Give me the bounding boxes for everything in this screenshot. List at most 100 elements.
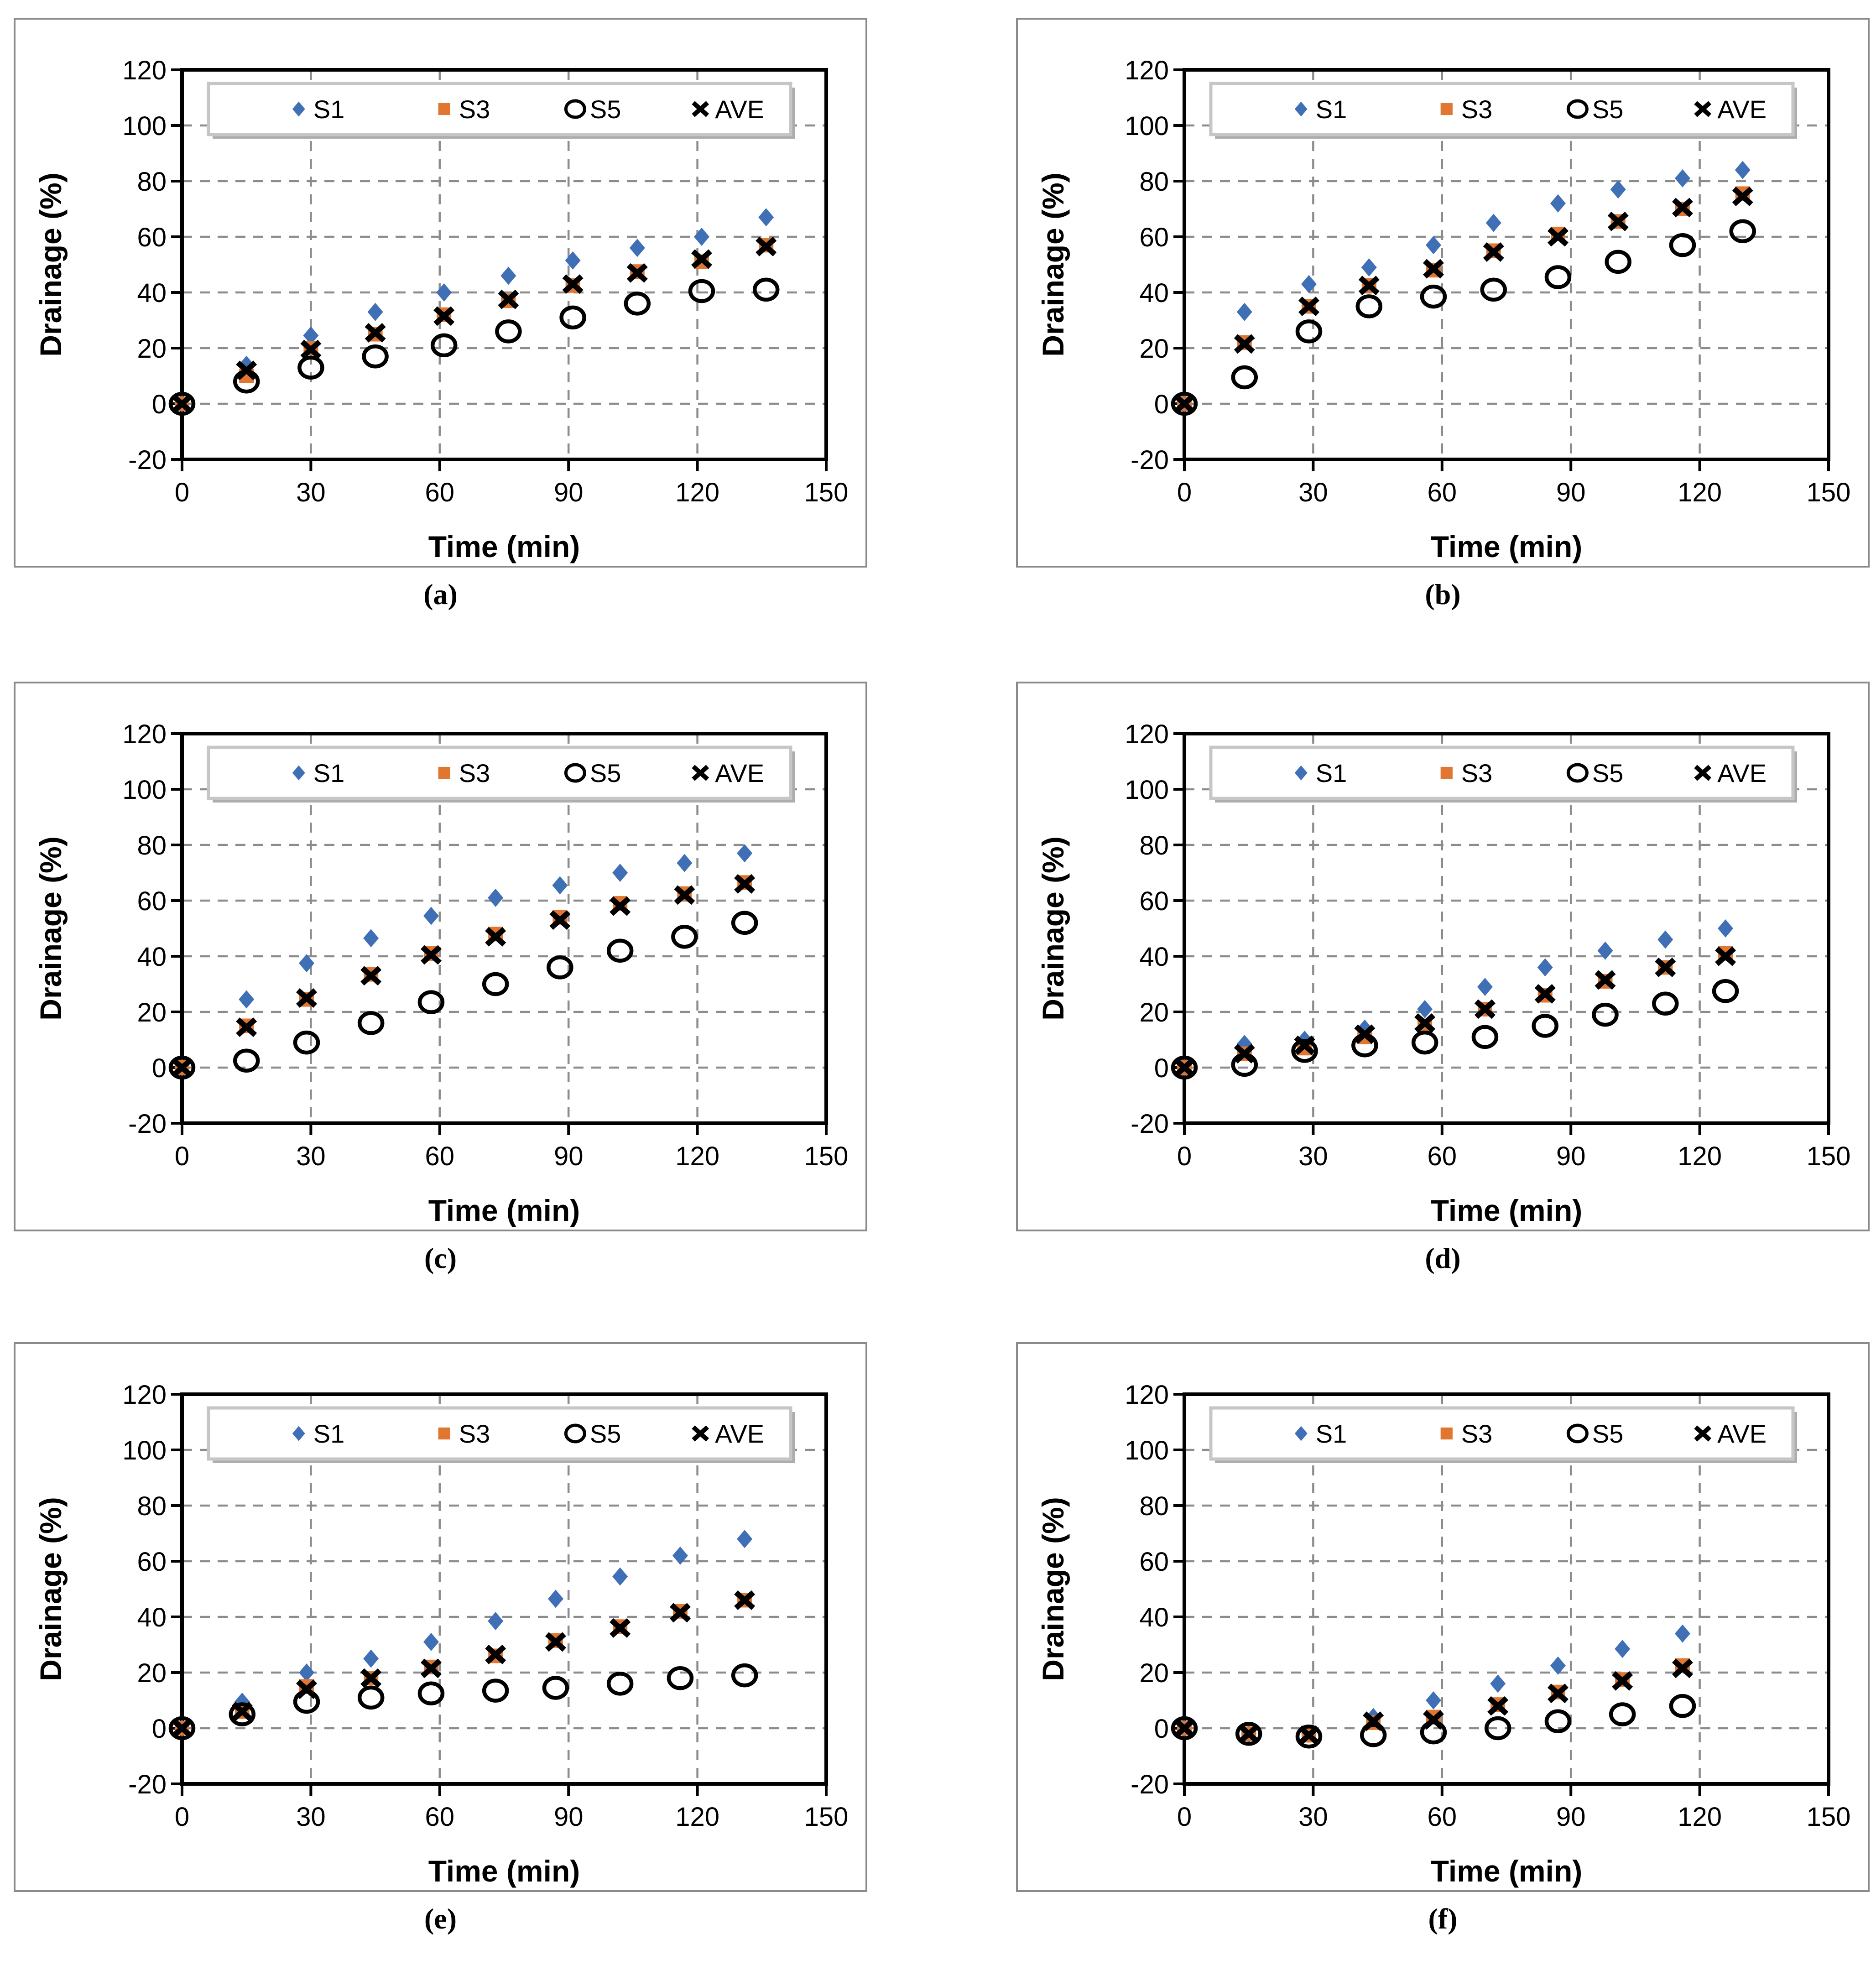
x-tick-label: 90 <box>1556 1802 1586 1832</box>
circle-marker <box>495 319 522 344</box>
x-tick-label: 30 <box>296 1802 326 1832</box>
legend-item-AVE: AVE <box>1694 95 1767 124</box>
legend-label: S3 <box>1461 759 1493 787</box>
x-axis: 0 30 60 90 120 150 <box>1177 1784 1850 1832</box>
chart-canvas-c: -20 0 20 40 60 80 100 120 0 30 60 90 120 150 Drainage … <box>34 719 849 1227</box>
y-tick-label: 60 <box>1139 223 1169 252</box>
diamond-marker <box>1294 1426 1308 1441</box>
legend-item-S5: S5 <box>1566 1419 1623 1448</box>
legend-item-S3: S3 <box>1440 95 1492 124</box>
circle-marker <box>1171 1055 1198 1080</box>
diamond-marker <box>436 283 452 302</box>
x-tick-label: 120 <box>1678 478 1722 507</box>
legend-label: S3 <box>459 759 490 787</box>
x-marker <box>1354 1024 1376 1044</box>
x-marker <box>1694 765 1712 781</box>
diamond-marker <box>1485 214 1501 232</box>
x-tick-label: 120 <box>675 478 719 507</box>
y-tick-label: 60 <box>137 223 167 252</box>
y-tick-label: 80 <box>137 831 167 860</box>
x-marker <box>1483 242 1504 262</box>
circle-marker <box>1235 1721 1262 1746</box>
x-marker <box>549 910 571 930</box>
y-tick-label: 120 <box>122 1380 167 1410</box>
x-tick-label: 120 <box>1678 1141 1722 1171</box>
y-tick-label: 40 <box>137 1603 167 1632</box>
y-tick-label: 80 <box>137 1491 167 1521</box>
x-tick-label: 60 <box>1428 478 1457 507</box>
x-tick-label: 60 <box>1428 1141 1457 1171</box>
diamond-marker <box>1550 194 1566 213</box>
y-axis: -20 0 20 40 60 80 100 120 <box>1125 1380 1184 1799</box>
legend: S1 S3 S5 AVE <box>1209 1406 1797 1463</box>
y-tick-label: -20 <box>128 1109 167 1139</box>
x-tick-label: 150 <box>804 1141 849 1171</box>
x-tick-label: 30 <box>296 1141 326 1171</box>
plot-border <box>1183 732 1830 1125</box>
legend-box <box>207 745 792 800</box>
diamond-marker <box>677 854 693 872</box>
diamond-marker <box>292 1426 305 1441</box>
x-marker <box>1655 957 1676 977</box>
series-S3 <box>175 1593 752 1736</box>
diamond-marker <box>1236 302 1252 321</box>
y-tick-label: 20 <box>137 1658 167 1688</box>
legend-item-S5: S5 <box>1566 759 1623 787</box>
diamond-marker <box>629 239 645 257</box>
series-S3 <box>1177 946 1733 1075</box>
y-tick-label: 120 <box>1125 719 1169 749</box>
x-marker <box>1612 1671 1633 1691</box>
x-tick-label: 60 <box>425 1141 455 1171</box>
y-tick-label: -20 <box>128 1770 167 1799</box>
x-marker <box>756 236 777 256</box>
diamond-marker <box>1610 180 1626 199</box>
x-marker <box>1715 946 1736 966</box>
x-marker <box>1173 394 1195 414</box>
x-marker <box>171 1058 193 1078</box>
y-axis-title: Drainage (%) <box>1036 1497 1070 1681</box>
legend-item-AVE: AVE <box>692 1419 764 1448</box>
diamond-marker <box>292 101 305 117</box>
x-tick-label: 150 <box>1807 1141 1851 1171</box>
x-marker <box>498 289 519 309</box>
x-marker <box>734 1590 756 1610</box>
x-tick-label: 120 <box>675 1141 719 1171</box>
x-tick-label: 90 <box>1556 478 1586 507</box>
legend-label: S1 <box>1316 759 1347 787</box>
x-marker <box>1672 198 1693 218</box>
diamond-marker <box>234 1693 250 1711</box>
series-S1 <box>174 1530 753 1737</box>
x-tick-label: 150 <box>1807 478 1851 507</box>
circle-marker <box>1295 1725 1323 1749</box>
legend-label: S5 <box>590 95 621 124</box>
x-marker <box>1672 1658 1693 1678</box>
y-axis: -20 0 20 40 60 80 100 120 <box>1125 56 1184 475</box>
circle-marker <box>1484 1716 1511 1741</box>
legend-box <box>207 82 792 136</box>
y-tick-label: 80 <box>137 167 167 197</box>
diamond-marker <box>612 864 628 882</box>
legend-label: S1 <box>1316 95 1347 124</box>
x-marker <box>300 339 322 360</box>
circle-marker <box>606 1672 634 1696</box>
x-marker <box>1607 211 1629 231</box>
x-tick-label: 120 <box>675 1802 719 1832</box>
legend-label: S3 <box>459 95 490 124</box>
x-tick-label: 0 <box>1177 1802 1192 1832</box>
circle-marker <box>1532 1014 1558 1038</box>
circle-marker <box>1566 763 1589 783</box>
x-tick-label: 30 <box>1298 1802 1328 1832</box>
x-marker <box>1534 984 1556 1004</box>
x-axis: 0 30 60 90 120 150 <box>175 1123 849 1171</box>
x-marker <box>610 896 631 916</box>
circle-marker <box>1592 1002 1619 1027</box>
circle-marker <box>542 1676 569 1700</box>
circle-marker <box>624 292 651 316</box>
circle-marker <box>482 972 509 996</box>
circle-marker <box>1295 319 1323 344</box>
series-S5 <box>168 277 780 416</box>
x-marker <box>1694 101 1712 117</box>
circle-marker <box>482 1678 509 1703</box>
y-axis: -20 0 20 40 60 80 100 120 <box>122 1380 182 1799</box>
diamond-marker <box>1490 1674 1506 1693</box>
